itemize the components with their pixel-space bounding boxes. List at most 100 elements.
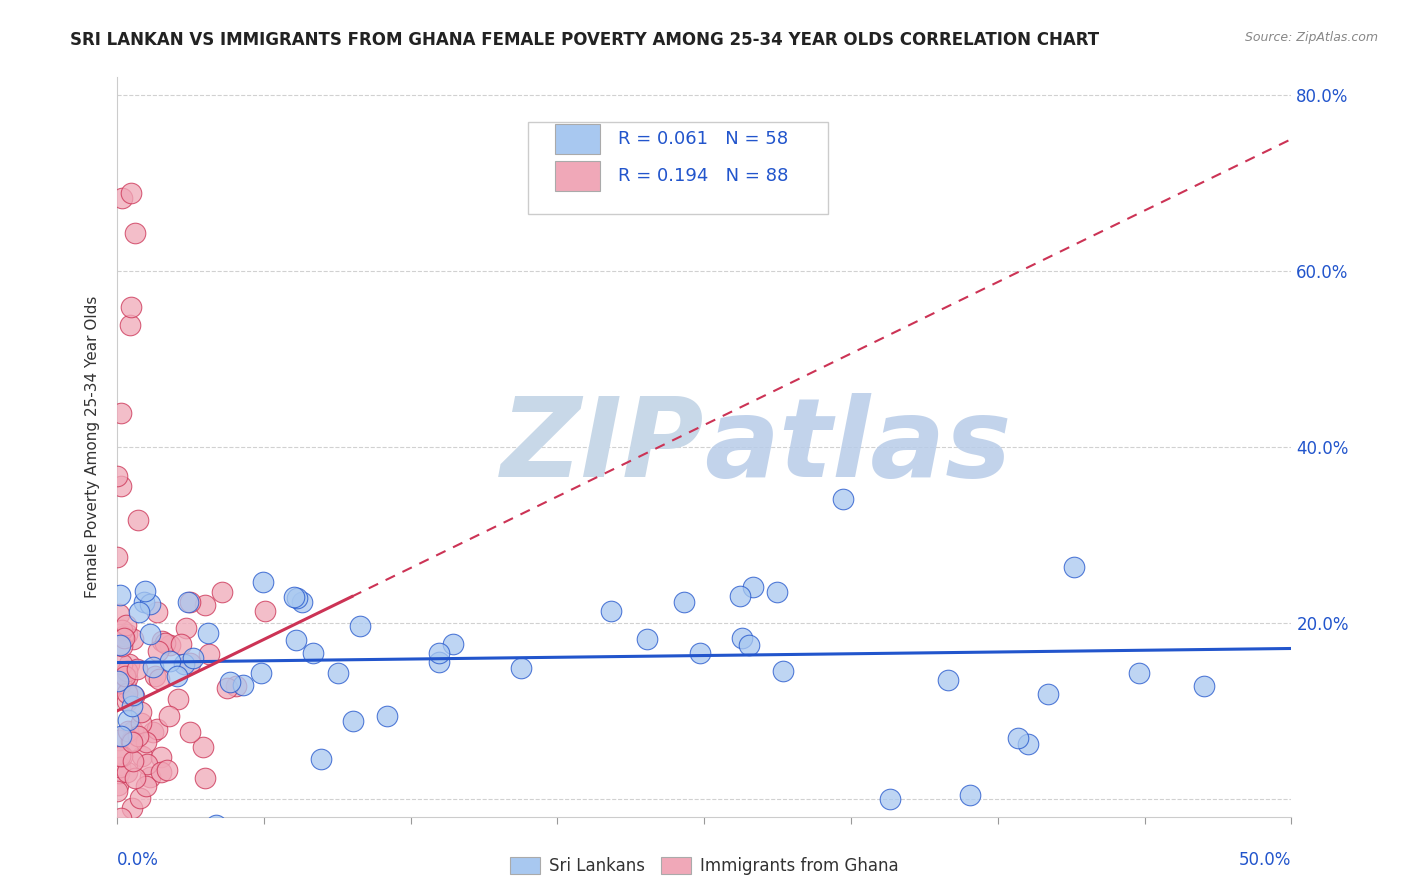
Point xyxy=(108,749,131,764)
Point xyxy=(728,589,751,603)
Point xyxy=(731,631,754,645)
Point xyxy=(105,469,128,483)
Point xyxy=(342,714,364,728)
Point xyxy=(1128,666,1150,681)
Point xyxy=(283,590,305,604)
Point xyxy=(107,673,129,688)
Point xyxy=(111,629,134,643)
Point xyxy=(146,605,169,619)
Point xyxy=(138,836,160,850)
Point xyxy=(111,657,134,672)
Text: R = 0.061   N = 58: R = 0.061 N = 58 xyxy=(619,129,789,148)
Point xyxy=(232,678,254,692)
Legend: Sri Lankans, Immigrants from Ghana: Sri Lankans, Immigrants from Ghana xyxy=(503,851,905,882)
Point xyxy=(959,788,981,802)
Point xyxy=(287,591,309,606)
Point xyxy=(110,676,132,690)
Point xyxy=(107,779,129,793)
Text: atlas: atlas xyxy=(704,393,1011,500)
Point xyxy=(146,644,169,658)
Text: ZIP: ZIP xyxy=(501,393,704,500)
Point xyxy=(131,706,153,720)
Point xyxy=(115,685,138,699)
Point xyxy=(218,674,240,689)
Point xyxy=(174,621,197,635)
Text: 0.0%: 0.0% xyxy=(117,851,159,869)
Point xyxy=(139,770,162,784)
Point xyxy=(218,836,240,850)
Point xyxy=(249,665,271,680)
Point xyxy=(110,479,132,493)
Point xyxy=(215,681,238,695)
Point xyxy=(441,637,464,651)
Point xyxy=(120,836,142,850)
Point xyxy=(129,791,152,805)
Point xyxy=(672,595,695,609)
Point xyxy=(689,647,711,661)
Point xyxy=(132,595,155,609)
Point xyxy=(115,764,138,779)
Point xyxy=(636,632,658,647)
Point xyxy=(301,646,323,660)
Point xyxy=(117,627,139,641)
Point xyxy=(179,595,201,609)
Point xyxy=(129,715,152,730)
Point xyxy=(832,491,855,506)
Point xyxy=(197,647,219,661)
FancyBboxPatch shape xyxy=(555,124,600,153)
Point xyxy=(1192,679,1215,693)
Point xyxy=(349,619,371,633)
Point xyxy=(121,735,143,749)
Point xyxy=(138,597,160,611)
Point xyxy=(115,664,138,678)
Point xyxy=(326,666,349,681)
Point xyxy=(121,801,143,815)
Point xyxy=(127,729,149,743)
Point xyxy=(309,752,332,766)
Point xyxy=(115,618,138,632)
Point xyxy=(111,623,134,637)
Point xyxy=(112,632,135,646)
Point xyxy=(131,749,153,764)
Point xyxy=(772,664,794,678)
Point xyxy=(150,633,173,648)
Point xyxy=(108,732,131,747)
Point xyxy=(118,318,141,332)
Point xyxy=(108,766,131,780)
Point xyxy=(114,836,136,850)
Point xyxy=(194,771,217,785)
Text: 50.0%: 50.0% xyxy=(1239,851,1292,869)
Point xyxy=(183,650,205,665)
Point xyxy=(127,662,149,676)
Point xyxy=(111,191,134,205)
Point xyxy=(179,725,201,739)
Point xyxy=(510,661,533,675)
Point xyxy=(110,588,132,602)
Point xyxy=(128,836,150,850)
Point xyxy=(122,754,145,768)
Point xyxy=(142,724,165,739)
Point xyxy=(211,585,233,599)
Point xyxy=(110,406,132,420)
Point xyxy=(194,598,217,612)
Point xyxy=(429,655,451,669)
Point xyxy=(124,772,146,786)
Point xyxy=(120,300,142,314)
Point xyxy=(117,713,139,727)
Point xyxy=(253,604,276,618)
Point xyxy=(156,763,179,777)
Point xyxy=(110,729,132,743)
Point xyxy=(159,638,181,652)
Point xyxy=(128,605,150,619)
Point xyxy=(191,739,214,754)
FancyBboxPatch shape xyxy=(555,161,600,191)
Point xyxy=(173,657,195,671)
Text: Source: ZipAtlas.com: Source: ZipAtlas.com xyxy=(1244,31,1378,45)
Point xyxy=(105,784,128,798)
Point xyxy=(121,632,143,647)
Y-axis label: Female Poverty Among 25-34 Year Olds: Female Poverty Among 25-34 Year Olds xyxy=(86,296,100,599)
Point xyxy=(114,681,136,696)
Point xyxy=(177,594,200,608)
Point xyxy=(170,637,193,651)
Point xyxy=(738,638,761,652)
